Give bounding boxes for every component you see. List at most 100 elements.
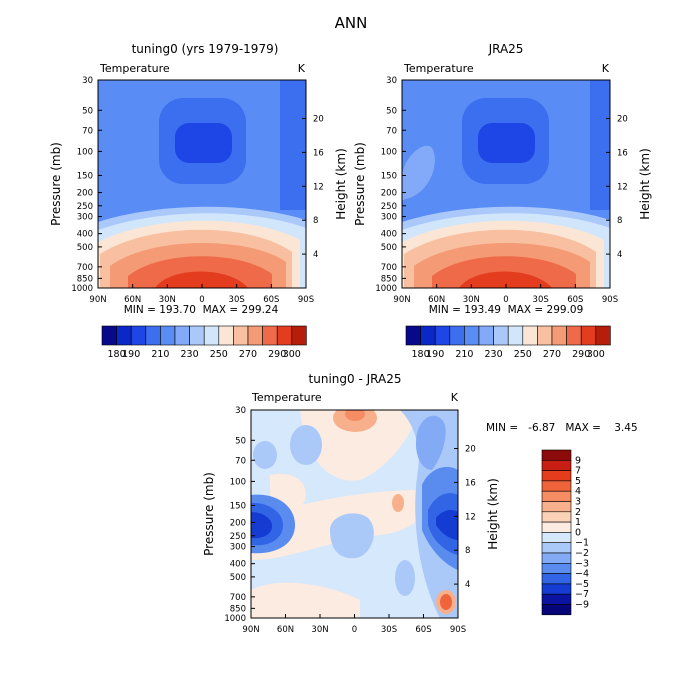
y-tick-label: 400	[230, 560, 246, 570]
y-tick-label: 1000	[224, 614, 246, 624]
y-tick-label: 700	[230, 593, 246, 603]
variable-label: Temperature	[251, 391, 322, 404]
x-tick-label: 90N	[89, 295, 106, 305]
y-tick-label: 100	[381, 147, 397, 157]
colorbar-label: 7	[575, 466, 581, 477]
y-tick-label: 1000	[375, 284, 397, 294]
y-tick-label: 300	[381, 213, 397, 223]
colorbar-swatch	[541, 542, 572, 554]
field-cool-middle	[330, 513, 374, 559]
y2-tick-label: 12	[465, 512, 476, 522]
y-axis-label: Pressure (mb)	[202, 472, 216, 556]
colorbar-label: 290	[268, 349, 286, 360]
colorbar-swatch	[541, 449, 572, 461]
colorbar-label: 270	[239, 349, 257, 360]
colorbar-label: 230	[485, 349, 503, 360]
colorbar-swatch	[218, 325, 234, 346]
x-axis: 90N 60N 30N 0 30S 60S 90S	[242, 614, 466, 635]
contour-field	[402, 80, 610, 288]
y-tick-label: 850	[230, 604, 246, 614]
panel-title: JRA25	[488, 42, 524, 56]
colorbar-swatch	[464, 325, 480, 346]
colorbar-swatch	[291, 325, 307, 346]
colorbar-label: 250	[210, 349, 228, 360]
y-tick-label: 30	[386, 76, 397, 86]
colorbar-label: −5	[575, 579, 589, 590]
y-tick-label: 500	[77, 243, 93, 253]
y2-axis-label: Height (km)	[486, 478, 500, 549]
y2-axis: 20 16 12 8 4	[454, 445, 476, 590]
y-tick-label: 500	[381, 243, 397, 253]
colorbar-swatch	[541, 532, 572, 544]
y-axis-label: Pressure (mb)	[353, 142, 367, 226]
panel-model: tuning0 (yrs 1979-1979) Temperature K 90…	[49, 42, 348, 360]
colorbar-swatch	[189, 325, 205, 346]
field-warm-surface-3	[440, 594, 452, 610]
x-tick-label: 0	[352, 625, 357, 635]
units-label: K	[451, 391, 459, 404]
colorbar-swatch	[541, 604, 572, 616]
x-tick-label: 30S	[229, 295, 245, 305]
y-tick-label: 200	[77, 189, 93, 199]
y-tick-label: 200	[381, 189, 397, 199]
colorbar-swatch	[203, 325, 220, 346]
x-tick-label: 60N	[277, 625, 294, 635]
y-tick-label: 50	[82, 106, 93, 116]
colorbar-label: 300	[587, 349, 605, 360]
colorbar-swatch	[541, 593, 572, 605]
colorbar-label: 4	[575, 486, 581, 497]
field-warm-upper-3	[345, 410, 365, 421]
y-tick-label: 1000	[71, 284, 93, 294]
y2-axis-label: Height (km)	[334, 148, 348, 219]
colorbar-label: 290	[572, 349, 590, 360]
y2-tick-label: 20	[617, 115, 628, 125]
colorbar-swatch	[160, 325, 176, 346]
colorbar-swatch	[405, 325, 421, 346]
y-tick-label: 30	[235, 406, 246, 416]
colorbar-label: −4	[575, 569, 589, 580]
colorbar-swatch	[551, 325, 567, 346]
y-tick-label: 850	[77, 274, 93, 284]
y-tick-label: 100	[77, 147, 93, 157]
colorbar-label: 3	[575, 497, 581, 508]
y-tick-label: 250	[77, 202, 93, 212]
colorbar-label: 270	[543, 349, 561, 360]
min-max-stats: MIN = -6.87 MAX = 3.45	[486, 422, 638, 434]
colorbar-label: 180	[412, 349, 430, 360]
colorbar-swatch	[522, 325, 538, 346]
y2-axis: 20 16 12 8 4	[302, 115, 324, 260]
panel-title: tuning0 (yrs 1979-1979)	[132, 42, 279, 56]
x-tick-label: 60S	[415, 625, 431, 635]
colorbar-label: −3	[575, 558, 589, 569]
colorbar-label: 0	[575, 527, 581, 538]
x-tick-label: 60N	[124, 295, 141, 305]
colorbar-swatch	[262, 325, 278, 346]
x-tick-label: 90S	[450, 625, 466, 635]
colorbar-swatch	[541, 552, 572, 564]
y2-tick-label: 20	[313, 115, 324, 125]
colorbar-label: −1	[575, 538, 589, 549]
colorbar-swatch	[541, 573, 572, 585]
y-tick-label: 30	[82, 76, 93, 86]
y2-tick-label: 4	[313, 250, 318, 260]
field-cool-upper-left-2	[253, 441, 277, 469]
x-tick-label: 90N	[242, 625, 259, 635]
colorbar-label: 180	[108, 349, 126, 360]
x-tick-label: 30N	[311, 625, 328, 635]
x-tick-label: 90S	[602, 295, 618, 305]
x-tick-label: 60S	[567, 295, 583, 305]
x-tick-label: 60S	[263, 295, 279, 305]
field-arctic-warm	[402, 145, 435, 200]
colorbar-label: 1	[575, 517, 581, 528]
x-tick-label: 0	[199, 295, 204, 305]
colorbar-swatch	[541, 470, 572, 482]
colorbar-swatch	[493, 325, 509, 346]
y-tick-label: 300	[230, 543, 246, 553]
colorbar-label: 210	[455, 349, 473, 360]
field-polar-cold	[590, 80, 610, 210]
variable-label: Temperature	[99, 62, 170, 75]
